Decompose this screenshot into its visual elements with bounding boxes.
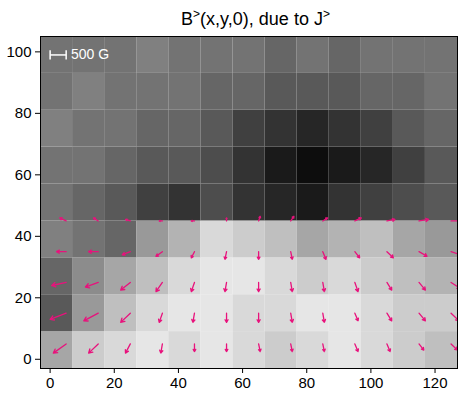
svg-text:0: 0: [23, 350, 31, 367]
svg-text:100: 100: [6, 43, 31, 60]
svg-text:60: 60: [234, 374, 251, 391]
svg-text:40: 40: [15, 227, 32, 244]
svg-text:60: 60: [15, 166, 32, 183]
svg-text:20: 20: [15, 289, 32, 306]
svg-text:40: 40: [170, 374, 187, 391]
svg-text:100: 100: [358, 374, 383, 391]
svg-text:80: 80: [298, 374, 315, 391]
svg-text:20: 20: [106, 374, 123, 391]
html-text:B>(x, y, 0), d u e t o J>: B>(x, y, 0), d u e t o J>: [181, 7, 330, 29]
svg-text:0: 0: [46, 374, 54, 391]
svg-text:500 G: 500 G: [71, 46, 109, 62]
svg-text:120: 120: [423, 374, 448, 391]
svg-text:80: 80: [15, 104, 32, 121]
